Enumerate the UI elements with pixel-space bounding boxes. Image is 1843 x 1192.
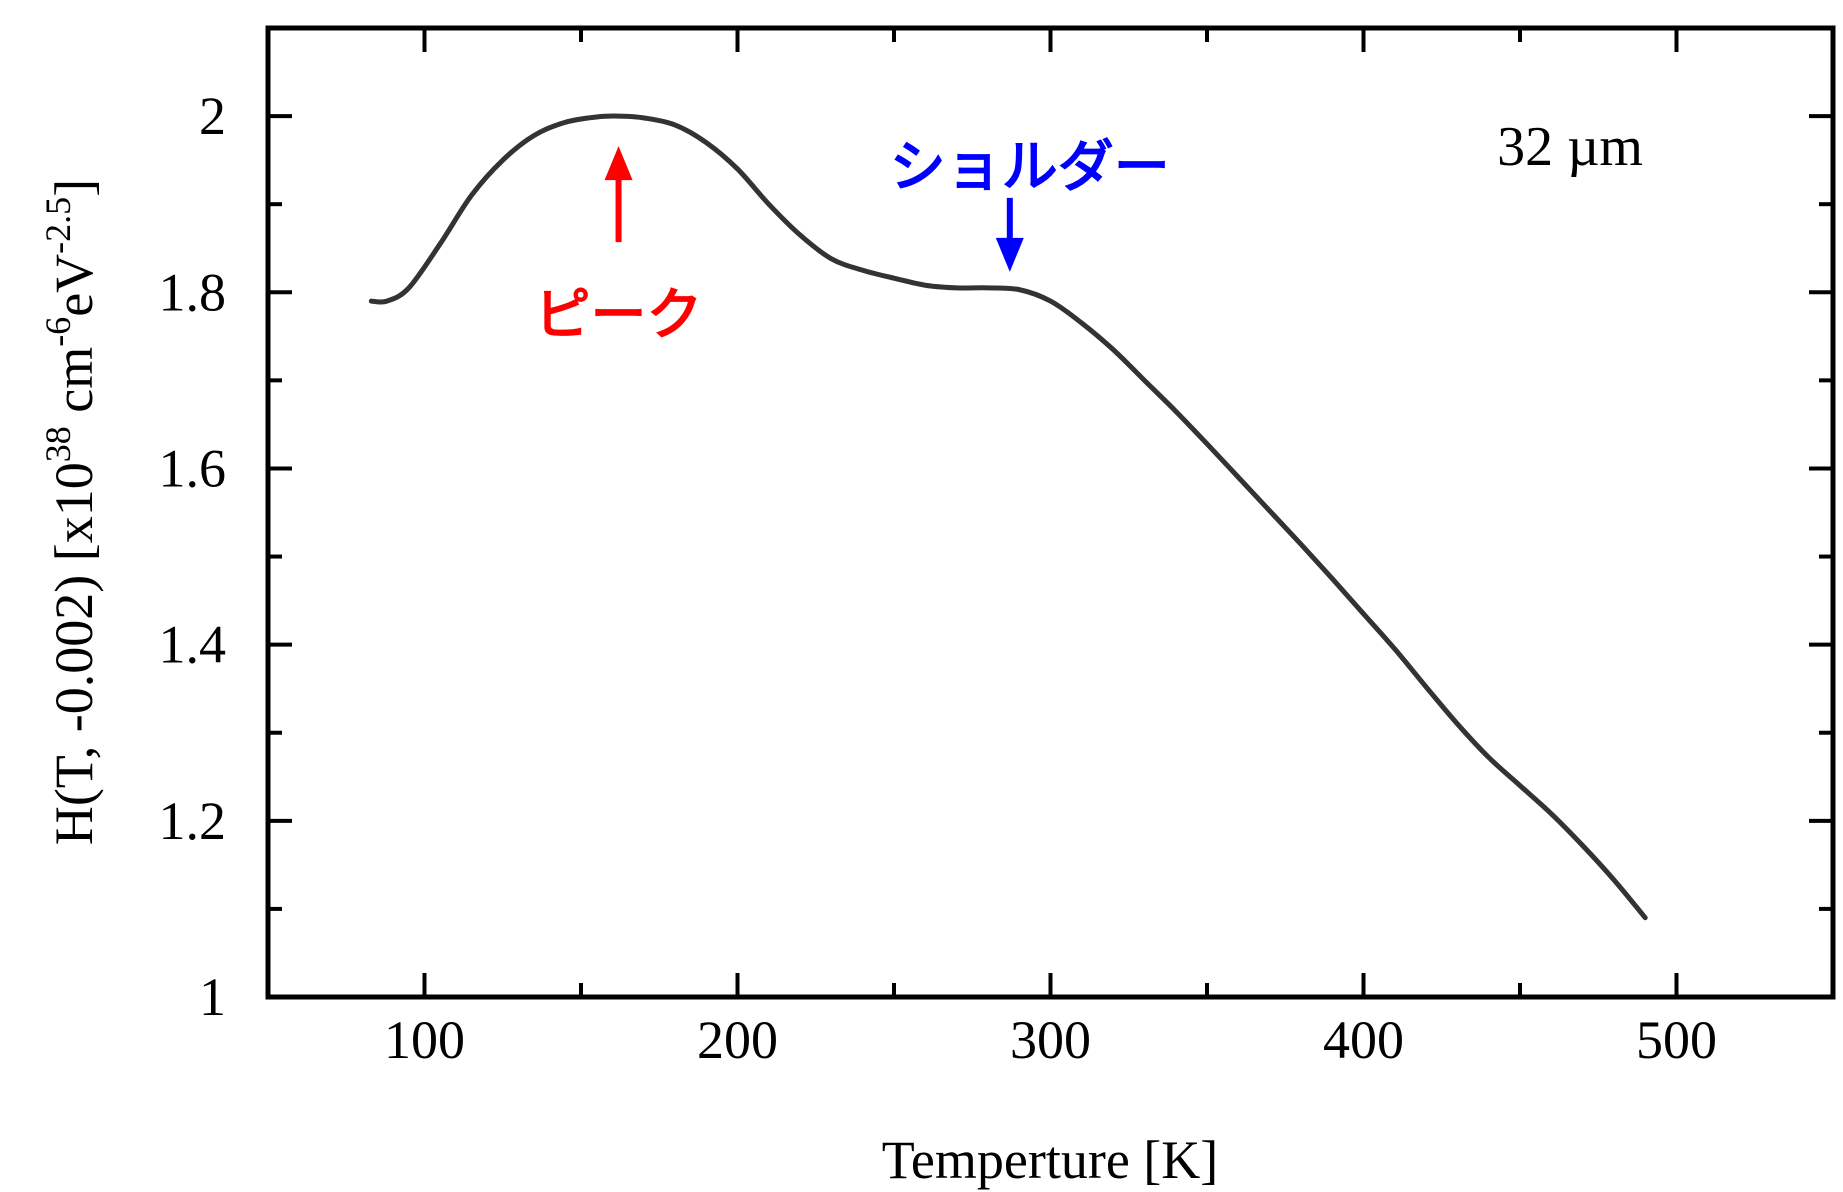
annotation-1: ショルダー [890,135,1170,272]
y-axis-main: H(T, -0.002) [x10 [44,462,104,845]
axis-ticks [268,28,1833,997]
y-axis-unit: cm [44,347,104,426]
x-tick-label: 500 [1636,1010,1717,1070]
x-tick-label: 300 [1010,1010,1091,1070]
x-tick-label: 400 [1323,1010,1404,1070]
data-line [368,113,1648,921]
y-axis-exp1: 38 [38,426,78,462]
y-tick-label: 1.6 [159,438,227,498]
x-tick-label: 200 [697,1010,778,1070]
y-axis-exp3: -2.5 [38,197,78,254]
annotation-label: ピーク [535,283,703,348]
y-tick-label: 1.4 [159,615,227,675]
annotation-label: ショルダー [890,135,1170,200]
annotation-0: ピーク [535,146,703,348]
x-axis-title: Temperture [K] [882,1130,1219,1190]
y-axis-close: ] [44,179,104,197]
y-axis-exp2: -6 [38,317,78,347]
y-tick-label: 1.2 [159,791,227,851]
inset-label: 32 µm [1497,116,1643,178]
y-tick-label: 1.8 [159,262,227,322]
arrow-head-down [995,237,1024,272]
x-tick-label: 100 [384,1010,465,1070]
y-tick-label: 1 [199,967,226,1027]
y-axis-unit2: eV [44,254,104,317]
arrow-head-up [604,146,633,181]
y-tick-label: 2 [199,86,226,146]
y-axis-title: H(T, -0.002) [x1038 cm-6eV-2.5] [38,179,104,845]
tick-labels: 100 200 300 400 500 1 1.2 1.4 1.6 1.8 2 [159,86,1718,1070]
annotations: ピーク ショルダー [535,135,1170,348]
